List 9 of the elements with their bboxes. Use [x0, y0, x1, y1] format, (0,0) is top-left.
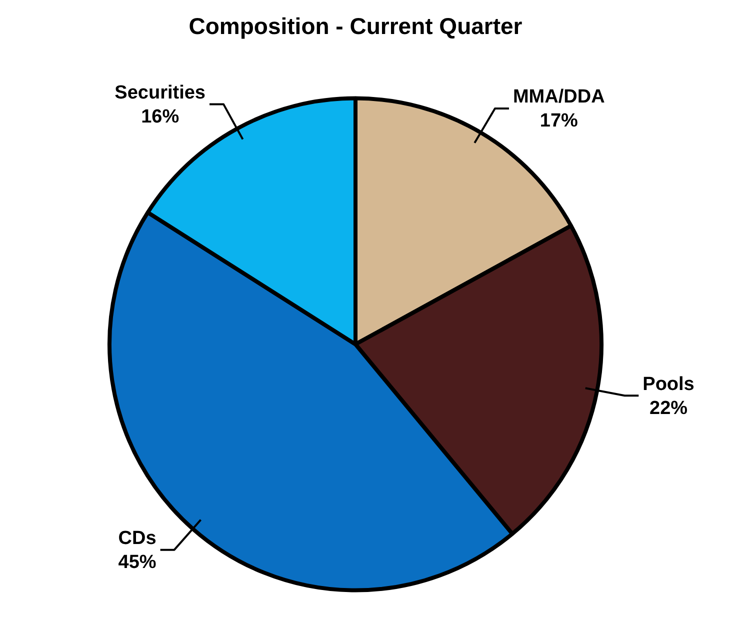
- chart-title: Composition - Current Quarter: [188, 13, 522, 40]
- data-label: 16%: [141, 106, 180, 128]
- data-label: 45%: [118, 552, 156, 574]
- data-label: 17%: [540, 110, 578, 132]
- slice-label: Pools: [642, 374, 694, 395]
- slice-label: CDs: [118, 528, 156, 550]
- slice-label: MMA/DDA: [512, 86, 606, 108]
- slice-label: Securities: [114, 82, 206, 104]
- data-label: 22%: [650, 398, 688, 419]
